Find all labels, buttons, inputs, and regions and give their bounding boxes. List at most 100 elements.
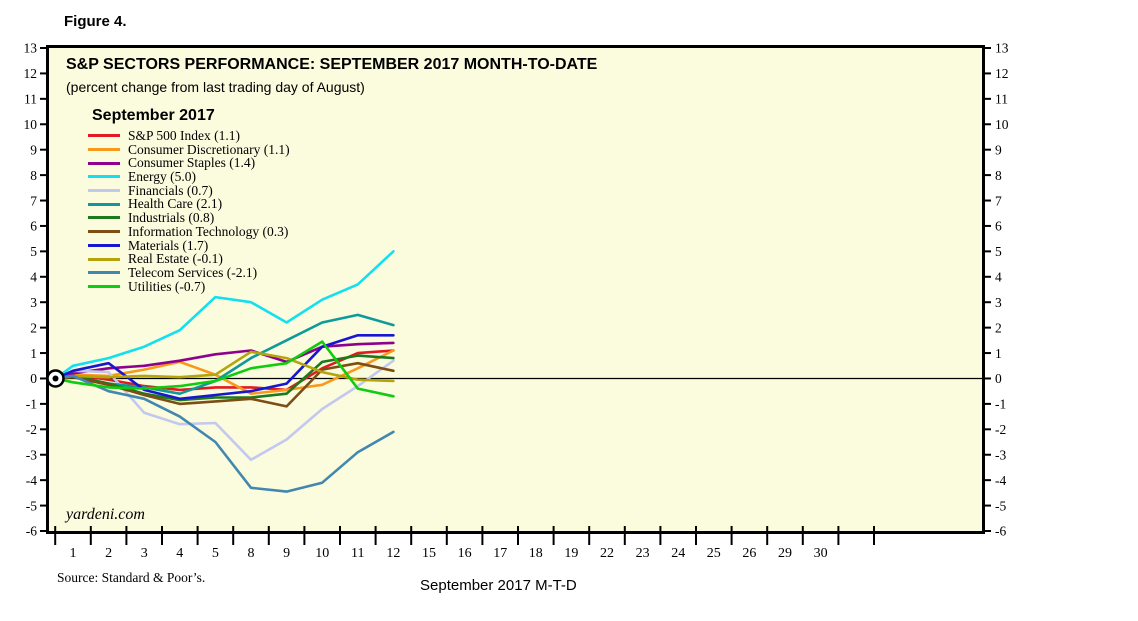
legend-label: Consumer Discretionary (1.1) bbox=[128, 141, 290, 157]
y-tick-label-right: -1 bbox=[995, 397, 1006, 412]
legend-item-sp500: S&P 500 Index (1.1) bbox=[88, 129, 290, 143]
legend-label: Energy (5.0) bbox=[128, 169, 196, 185]
legend-item-financials: Financials (0.7) bbox=[88, 184, 290, 198]
legend-swatch-real-estate bbox=[88, 257, 120, 261]
y-tick-label-right: -2 bbox=[995, 422, 1006, 437]
x-tick-label: 5 bbox=[212, 546, 219, 561]
legend-swatch-utilities bbox=[88, 284, 120, 288]
x-axis-title: September 2017 M-T-D bbox=[420, 577, 577, 594]
y-tick-label-left: 9 bbox=[30, 142, 37, 157]
legend-label: Utilities (-0.7) bbox=[128, 278, 206, 294]
y-tick-label-right: 7 bbox=[995, 193, 1002, 208]
y-tick-label-right: -5 bbox=[995, 498, 1006, 513]
chart-title: S&P SECTORS PERFORMANCE: SEPTEMBER 2017 … bbox=[66, 56, 598, 73]
y-tick-label-left: -2 bbox=[26, 422, 37, 437]
legend-item-consumer-discretionary: Consumer Discretionary (1.1) bbox=[88, 141, 290, 157]
y-tick-label-left: 5 bbox=[30, 244, 37, 259]
legend-item-health-care: Health Care (2.1) bbox=[88, 197, 290, 211]
legend-label: Real Estate (-0.1) bbox=[128, 251, 223, 267]
x-tick-label: 29 bbox=[778, 546, 792, 561]
legend-item-consumer-staples: Consumer Staples (1.4) bbox=[88, 156, 290, 170]
x-tick-label: 23 bbox=[636, 546, 650, 561]
chart-legend: S&P 500 Index (1.1) Consumer Discretionar… bbox=[88, 129, 290, 293]
legend-label: Financials (0.7) bbox=[128, 182, 213, 198]
x-tick-label: 30 bbox=[814, 546, 828, 561]
legend-swatch-telecom-services bbox=[88, 271, 120, 275]
legend-label: Telecom Services (-2.1) bbox=[128, 264, 258, 280]
x-tick-label: 19 bbox=[564, 546, 578, 561]
y-tick-label-left: 1 bbox=[30, 346, 37, 361]
y-tick-label-left: 4 bbox=[30, 270, 37, 285]
legend-swatch-energy bbox=[88, 175, 120, 179]
x-tick-label: 15 bbox=[422, 546, 436, 561]
x-tick-label: 12 bbox=[386, 546, 400, 561]
legend-label: Information Technology (0.3) bbox=[128, 223, 289, 239]
x-tick-label: 8 bbox=[248, 546, 255, 561]
y-tick-label-left: -5 bbox=[26, 498, 37, 513]
x-tick-label: 24 bbox=[671, 546, 685, 561]
y-tick-label-right: 11 bbox=[995, 92, 1008, 107]
x-tick-label: 9 bbox=[283, 546, 290, 561]
legend-item-telecom-services: Telecom Services (-2.1) bbox=[88, 266, 290, 280]
legend-swatch-consumer-staples bbox=[88, 161, 120, 165]
y-tick-label-right: -4 bbox=[995, 473, 1006, 488]
legend-swatch-health-care bbox=[88, 202, 120, 206]
legend-item-materials: Materials (1.7) bbox=[88, 238, 290, 253]
y-tick-label-right: 10 bbox=[995, 117, 1009, 132]
y-tick-label-right: 13 bbox=[995, 41, 1009, 56]
y-tick-label-left: 12 bbox=[24, 66, 38, 81]
y-tick-label-left: 6 bbox=[30, 219, 37, 234]
legend-label: Consumer Staples (1.4) bbox=[128, 155, 256, 171]
y-tick-label-left: -1 bbox=[26, 397, 37, 412]
y-tick-label-right: 6 bbox=[995, 219, 1002, 234]
y-tick-label-right: -6 bbox=[995, 524, 1006, 539]
yardeni-watermark: yardeni.com bbox=[66, 506, 145, 523]
x-tick-label: 22 bbox=[600, 546, 614, 561]
x-tick-label: 16 bbox=[458, 546, 472, 561]
legend-label: S&P 500 Index (1.1) bbox=[128, 128, 240, 143]
legend-item-industrials: Industrials (0.8) bbox=[88, 211, 290, 225]
x-tick-label: 25 bbox=[707, 546, 721, 561]
legend-swatch-financials bbox=[88, 189, 120, 193]
y-tick-label-right: -3 bbox=[995, 447, 1006, 462]
legend-label: Industrials (0.8) bbox=[128, 210, 215, 226]
x-tick-label: 3 bbox=[141, 546, 148, 561]
y-tick-label-right: 12 bbox=[995, 66, 1009, 81]
y-tick-label-left: 2 bbox=[30, 320, 37, 335]
y-tick-label-right: 8 bbox=[995, 168, 1002, 183]
legend-item-utilities: Utilities (-0.7) bbox=[88, 278, 290, 294]
y-tick-label-left: 8 bbox=[30, 168, 37, 183]
x-tick-label: 10 bbox=[315, 546, 329, 561]
y-tick-label-left: -6 bbox=[26, 524, 37, 539]
y-tick-label-left: -3 bbox=[26, 447, 37, 462]
figure-number-label: Figure 4. bbox=[64, 13, 127, 30]
chart-subtitle: (percent change from last trading day of… bbox=[66, 79, 365, 95]
y-tick-label-left: 10 bbox=[24, 117, 38, 132]
y-tick-label-right: 2 bbox=[995, 320, 1002, 335]
y-tick-label-left: 0 bbox=[30, 371, 37, 386]
y-tick-label-right: 5 bbox=[995, 244, 1002, 259]
x-tick-label: 11 bbox=[351, 546, 364, 561]
x-tick-label: 2 bbox=[105, 546, 112, 561]
y-tick-label-left: 3 bbox=[30, 295, 37, 310]
legend-item-information-technology: Information Technology (0.3) bbox=[88, 225, 290, 239]
legend-item-real-estate: Real Estate (-0.1) bbox=[88, 252, 290, 266]
y-tick-label-right: 1 bbox=[995, 346, 1002, 361]
y-tick-label-right: 0 bbox=[995, 371, 1002, 386]
legend-swatch-materials bbox=[88, 243, 120, 247]
x-tick-label: 26 bbox=[742, 546, 756, 561]
legend-header: September 2017 bbox=[92, 107, 215, 124]
y-tick-label-left: 13 bbox=[24, 41, 38, 56]
y-tick-label-left: 7 bbox=[30, 193, 37, 208]
x-tick-label: 18 bbox=[529, 546, 543, 561]
legend-item-energy: Energy (5.0) bbox=[88, 170, 290, 184]
y-tick-label-right: 4 bbox=[995, 270, 1002, 285]
source-note: Source: Standard & Poor’s. bbox=[57, 570, 206, 585]
y-tick-label-left: -4 bbox=[26, 473, 37, 488]
legend-label: Health Care (2.1) bbox=[128, 196, 223, 212]
legend-swatch-industrials bbox=[88, 216, 120, 220]
y-tick-label-right: 3 bbox=[995, 295, 1002, 310]
legend-swatch-consumer-discretionary bbox=[88, 148, 120, 152]
x-tick-label: 17 bbox=[493, 546, 507, 561]
